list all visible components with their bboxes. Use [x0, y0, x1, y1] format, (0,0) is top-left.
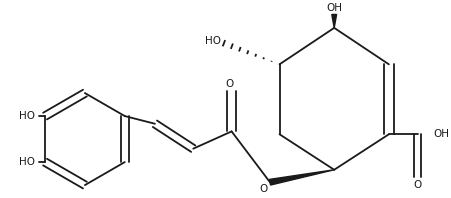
Text: O: O [259, 184, 267, 194]
Text: O: O [225, 79, 233, 89]
Text: OH: OH [432, 129, 448, 139]
Polygon shape [331, 14, 336, 28]
Text: O: O [413, 180, 421, 190]
Text: OH: OH [326, 3, 341, 12]
Text: HO: HO [205, 36, 221, 46]
Polygon shape [269, 170, 333, 185]
Text: HO: HO [19, 111, 35, 121]
Text: HO: HO [19, 157, 35, 167]
